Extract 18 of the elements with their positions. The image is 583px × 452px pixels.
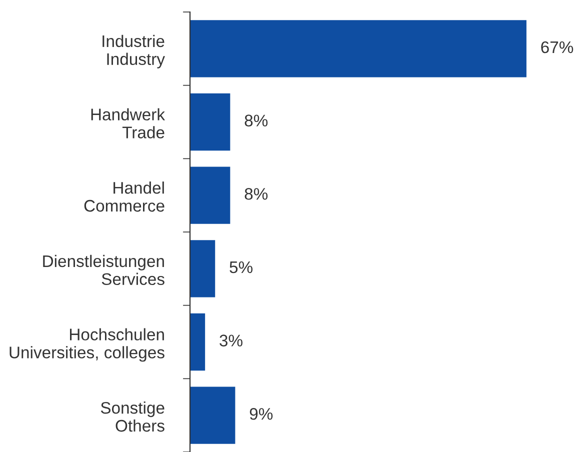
- bar: [190, 166, 230, 224]
- y-tick-label: Dienstleistungen Services: [43, 254, 164, 286]
- y-tick-label: Industrie Industry: [102, 34, 165, 68]
- bar: [190, 93, 230, 151]
- data-label: 9%: [250, 408, 273, 420]
- y-tick-label: Handel Commerce: [84, 182, 164, 212]
- bar: [190, 20, 526, 78]
- bar: [190, 240, 216, 298]
- data-label: 3%: [220, 334, 242, 346]
- data-label: 8%: [244, 188, 268, 200]
- y-tick-label: Hochschulen Universities, colleges: [10, 328, 164, 362]
- data-label: 8%: [244, 114, 268, 126]
- bar: [190, 313, 206, 371]
- data-label: 5%: [230, 261, 252, 274]
- data-label: 67%: [541, 41, 574, 54]
- y-tick-label: Handwerk Trade: [91, 108, 166, 138]
- y-tick-label: Sonstige Others: [100, 402, 164, 432]
- bar: [190, 386, 236, 444]
